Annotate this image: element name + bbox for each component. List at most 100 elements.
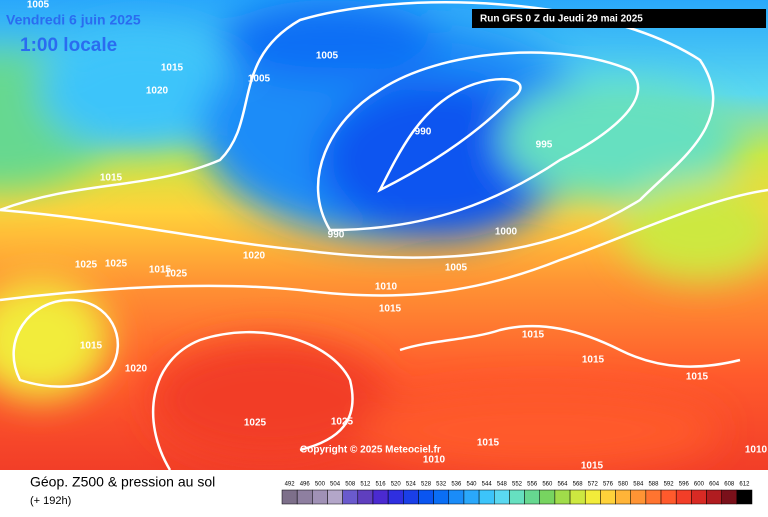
- isobar-label: 1015: [161, 63, 184, 74]
- scale-swatch: [524, 489, 540, 505]
- scale-label: 508: [345, 482, 356, 488]
- scale-label: 612: [739, 482, 750, 488]
- isobar-label: 1015: [80, 341, 103, 352]
- valid-date: Vendredi 6 juin 2025: [6, 12, 141, 28]
- local-time: 1:00 locale: [20, 35, 117, 56]
- isobar-label: 1015: [522, 330, 545, 341]
- isobar-label: 1015: [582, 355, 605, 366]
- scale-swatch: [660, 489, 677, 505]
- isobar-label: 995: [536, 140, 553, 151]
- scale-swatch: [675, 489, 692, 505]
- scale-label: 588: [648, 482, 659, 488]
- scale-swatch: [736, 489, 753, 505]
- footer-lead: (+ 192h): [30, 495, 71, 507]
- scale-swatch: [312, 489, 328, 505]
- scale-swatch: [554, 489, 571, 505]
- scale-swatch: [494, 489, 510, 505]
- isobar-label: 1015: [581, 461, 604, 472]
- scale-swatch: [387, 489, 404, 505]
- run-info: Run GFS 0 Z du Jeudi 29 mai 2025: [480, 14, 643, 25]
- scale-label: 520: [391, 482, 402, 488]
- scale-label: 524: [406, 482, 417, 488]
- isobar-label: 1025: [105, 259, 128, 270]
- isobar-label: 1020: [146, 86, 169, 97]
- scale-swatch: [721, 489, 738, 505]
- isobar-label: 1010: [423, 455, 446, 466]
- isobar-label: 990: [328, 230, 345, 241]
- isobars: [0, 1, 768, 471]
- isobar-label: 1005: [445, 263, 468, 274]
- scale-label: 552: [512, 482, 523, 488]
- scale-label: 572: [588, 482, 599, 488]
- color-scale: 492 496 500 504 508 512 516 520 524 528 532 536 540 5…: [281, 482, 753, 505]
- isobar-label: 1005: [27, 0, 50, 11]
- scale-label: 584: [633, 482, 644, 488]
- isobar-label: 1015: [379, 304, 402, 315]
- scale-label: 576: [603, 482, 614, 488]
- scale-label: 548: [497, 482, 508, 488]
- scale-label: 540: [467, 482, 478, 488]
- scale-label: 496: [300, 482, 311, 488]
- scale-swatch: [433, 489, 450, 505]
- scale-swatch: [327, 489, 343, 505]
- scale-label: 512: [360, 482, 371, 488]
- scale-swatch: [645, 489, 662, 505]
- isobar-label: 1015: [686, 372, 709, 383]
- isobar-label: 1015: [149, 265, 172, 276]
- scale-label: 568: [573, 482, 584, 488]
- scale-swatch: [569, 489, 586, 505]
- scale-swatch: [403, 489, 419, 505]
- run-box: [472, 9, 766, 28]
- scale-swatch: [342, 489, 359, 505]
- scale-label: 504: [330, 482, 341, 488]
- isobar-label: 990: [415, 127, 432, 138]
- scale-swatch: [463, 489, 480, 505]
- scale-swatch: [418, 489, 434, 505]
- scale-swatch: [296, 489, 313, 505]
- scale-swatch: [509, 489, 525, 505]
- scale-label: 516: [376, 482, 387, 488]
- isobar-label: 1010: [745, 445, 768, 456]
- isobar-label: 1000: [495, 227, 518, 238]
- isobar-label: 1025: [244, 418, 267, 429]
- scale-label: 532: [436, 482, 447, 488]
- scale-swatch: [281, 489, 298, 505]
- scale-label: 600: [694, 482, 705, 488]
- isobar-label: 1025: [165, 269, 188, 280]
- scale-swatch: [357, 489, 374, 505]
- isobar-label: 1015: [477, 438, 500, 449]
- isobar-label: 1015: [100, 173, 123, 184]
- scale-label: 528: [421, 482, 432, 488]
- map-background: [0, 0, 768, 470]
- isobar-label: 1025: [331, 417, 354, 428]
- scale-label: 604: [709, 482, 720, 488]
- isobar-label: 1020: [243, 251, 266, 262]
- scale-label: 596: [679, 482, 690, 488]
- isobar-label: 1020: [125, 364, 148, 375]
- scale-swatch: [448, 489, 465, 505]
- scale-swatch: [630, 489, 647, 505]
- scale-swatch: [539, 489, 556, 505]
- scale-label: 556: [527, 482, 538, 488]
- scale-swatch: [706, 489, 722, 505]
- scale-label: 580: [618, 482, 629, 488]
- isobar-label: 1005: [316, 51, 339, 62]
- scale-label: 544: [482, 482, 493, 488]
- scale-swatch: [600, 489, 616, 505]
- copyright: Copyright © 2025 Meteociel.fr: [300, 445, 441, 456]
- scale-swatch: [478, 489, 495, 505]
- scale-label: 608: [724, 482, 735, 488]
- scale-swatch: [615, 489, 631, 505]
- scale-swatch: [372, 489, 389, 505]
- isobar-label: 1010: [375, 282, 398, 293]
- isobar-label: 1005: [248, 74, 271, 85]
- footer-title: Géop. Z500 & pression au sol: [30, 474, 215, 490]
- scale-swatch: [584, 489, 601, 505]
- scale-swatch: [691, 489, 707, 505]
- scale-label: 564: [557, 482, 568, 488]
- scale-label: 536: [451, 482, 462, 488]
- isobar-label: 1025: [75, 260, 98, 271]
- isobar-labels: 1005 1015 1020 1005 1005 990 995 1015 990 1000 102…: [27, 0, 768, 472]
- scale-label: 560: [542, 482, 553, 488]
